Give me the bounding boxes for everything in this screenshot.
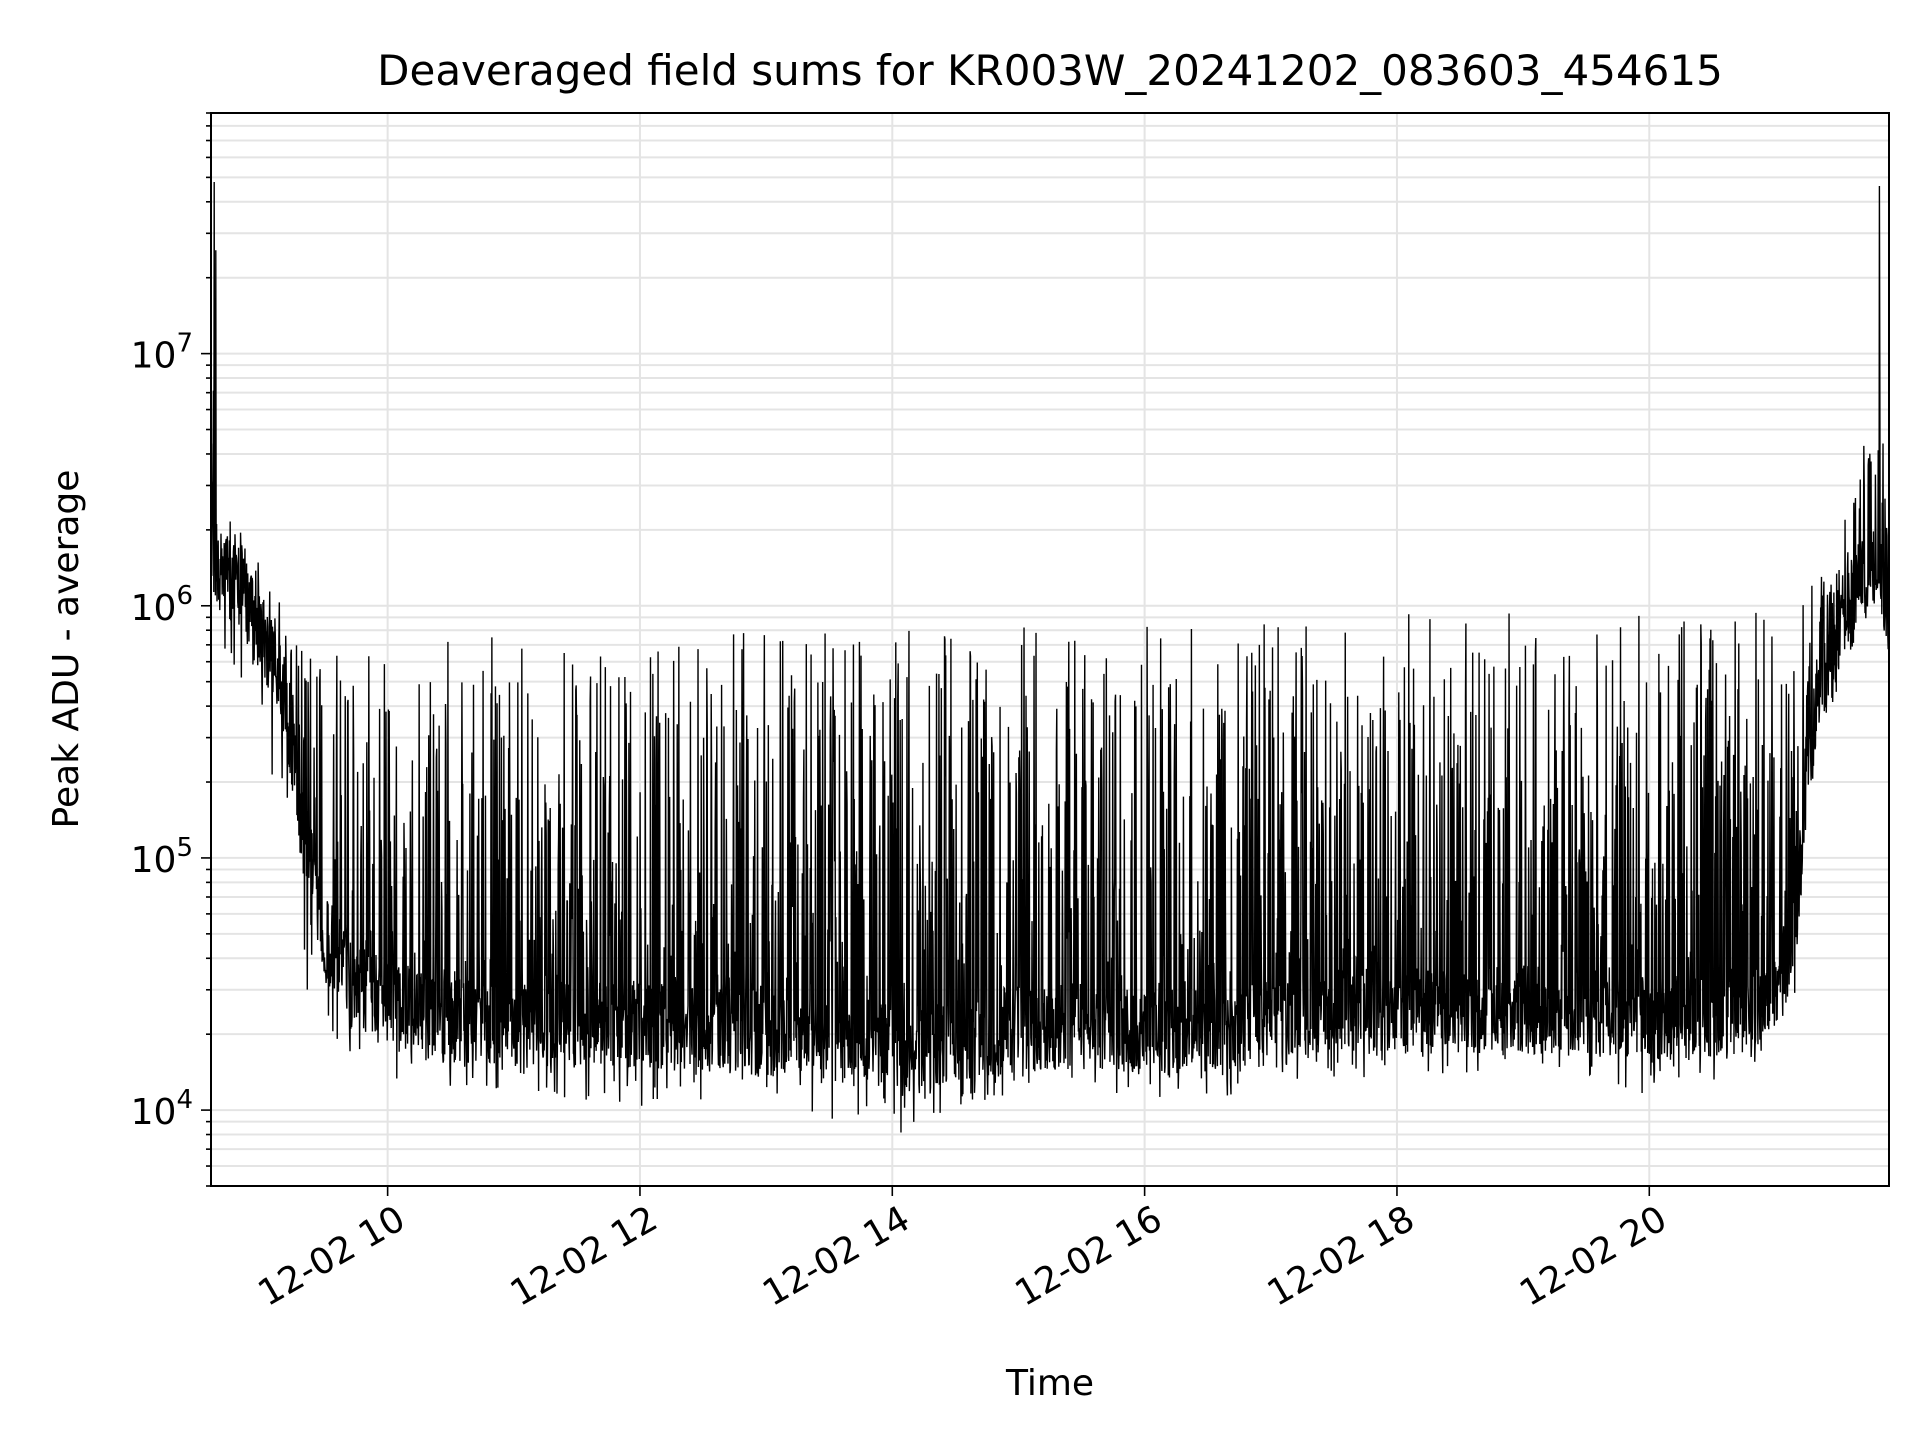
chart-title: Deaveraged field sums for KR003W_2024120…: [377, 46, 1723, 95]
y-axis-label: Peak ADU - average: [46, 470, 87, 829]
y-tick-label: 104: [131, 1085, 193, 1133]
y-tick-label: 106: [131, 581, 193, 629]
x-axis-label: Time: [1005, 1363, 1094, 1404]
y-tick-label: 105: [131, 833, 193, 881]
plot-frame: [210, 112, 1890, 1187]
series-line: [210, 181, 1890, 1133]
series-layer: [210, 181, 1890, 1133]
y-tick-label: 107: [131, 329, 193, 377]
